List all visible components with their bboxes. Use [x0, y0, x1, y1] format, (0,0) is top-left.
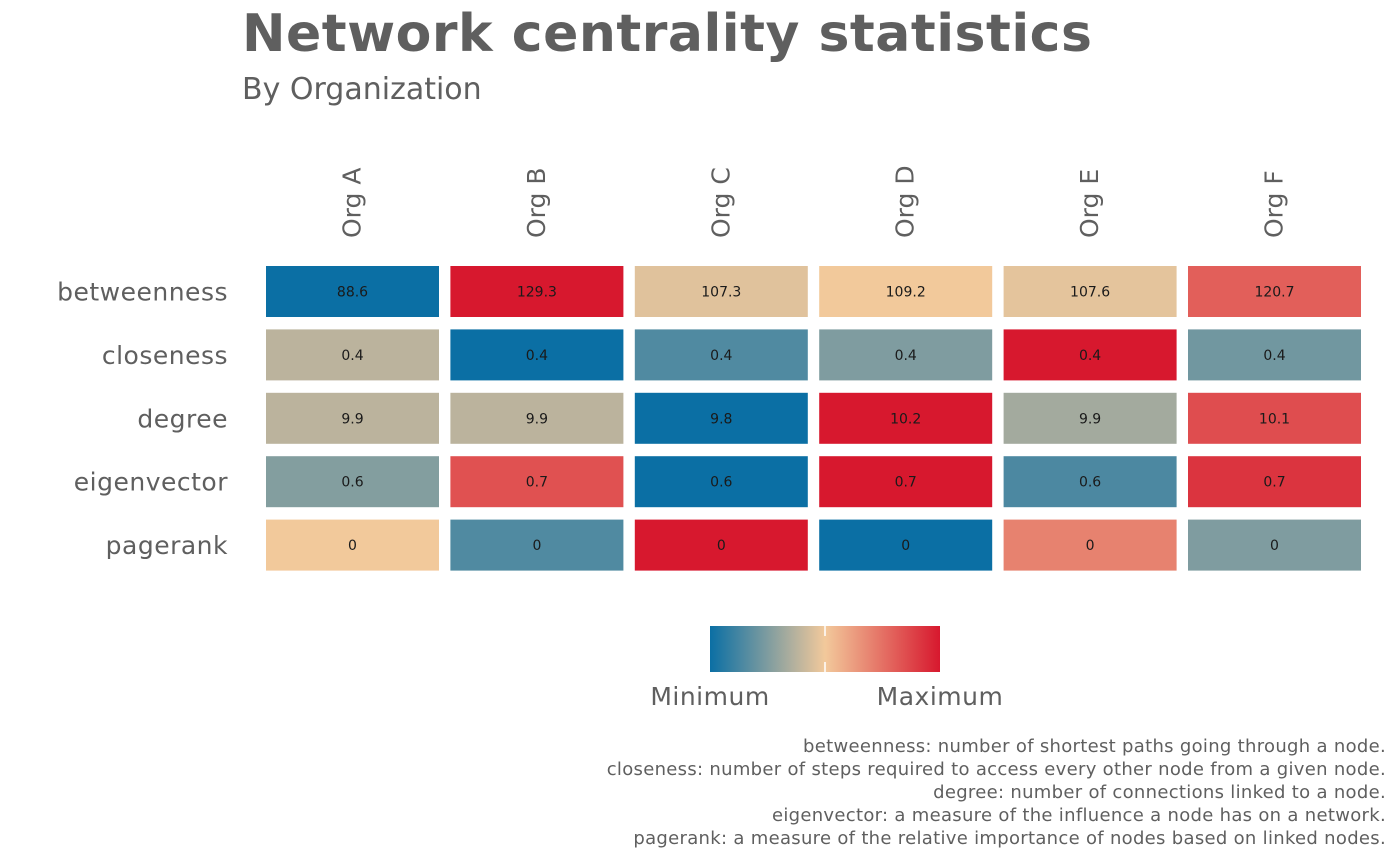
cell-degree-org-a [266, 392, 439, 444]
cell-eigenvector-org-d [819, 456, 993, 508]
cell-betweenness-org-b [450, 266, 624, 317]
cell-degree-org-c [634, 392, 808, 444]
cell-label-eigenvector-org-d: 0.7 [895, 475, 917, 491]
cell-label-closeness-org-a: 0.4 [341, 348, 363, 364]
cell-degree-org-e [1003, 392, 1177, 444]
cell-degree-org-f [1188, 392, 1361, 444]
cell-eigenvector-org-c [634, 456, 808, 508]
legend-min-label: Minimum [650, 682, 769, 711]
cell-label-pagerank-org-c: 0 [717, 538, 726, 554]
cell-label-degree-org-c: 9.8 [710, 411, 732, 427]
caption-line-betweenness: betweenness: number of shortest paths go… [803, 736, 1386, 757]
cell-pagerank-org-f [1188, 519, 1361, 571]
cell-label-betweenness-org-f: 120.7 [1254, 285, 1294, 301]
column-label-org-c: Org C [706, 167, 735, 238]
cell-closeness-org-c [634, 329, 808, 381]
cell-label-betweenness-org-d: 109.2 [886, 285, 926, 301]
row-labels: betweenness closeness degree eigenvector pag… [57, 278, 228, 561]
caption-line-eigenvector: eigenvector: a measure of the influence … [771, 805, 1386, 826]
cell-label-closeness-org-f: 0.4 [1263, 348, 1285, 364]
cell-label-eigenvector-org-b: 0.7 [526, 475, 548, 491]
chart-title: Network centrality statistics [242, 4, 1093, 64]
cell-label-pagerank-org-d: 0 [901, 538, 910, 554]
cell-label-betweenness-org-a: 88.6 [337, 285, 368, 301]
cell-closeness-org-b [450, 329, 624, 381]
legend-max-label: Maximum [877, 682, 1004, 711]
cell-pagerank-org-e [1003, 519, 1177, 571]
column-labels: Org A Org B Org C Org D Org E Org F [338, 165, 1289, 238]
cell-label-degree-org-f: 10.1 [1259, 411, 1290, 427]
cell-eigenvector-org-b [450, 456, 624, 508]
row-label-pagerank: pagerank [106, 531, 228, 560]
cell-label-betweenness-org-b: 129.3 [517, 285, 557, 301]
cell-label-pagerank-org-a: 0 [348, 538, 357, 554]
cell-betweenness-org-c [634, 266, 808, 317]
cell-label-betweenness-org-e: 107.6 [1070, 285, 1110, 301]
cell-label-degree-org-a: 9.9 [341, 411, 363, 427]
row-label-betweenness: betweenness [57, 278, 228, 307]
caption-line-degree: degree: number of connections linked to … [933, 782, 1386, 803]
column-label-org-f: Org F [1260, 170, 1289, 238]
cell-label-closeness-org-b: 0.4 [526, 348, 548, 364]
cell-pagerank-org-d [819, 519, 993, 571]
cell-degree-org-b [450, 392, 624, 444]
row-label-eigenvector: eigenvector [74, 468, 228, 497]
cell-betweenness-org-d [819, 266, 993, 317]
cell-label-eigenvector-org-e: 0.6 [1079, 475, 1101, 491]
column-label-org-b: Org B [522, 168, 551, 238]
cell-label-eigenvector-org-c: 0.6 [710, 475, 732, 491]
cell-label-pagerank-org-f: 0 [1270, 538, 1279, 554]
heatmap-cells: 88.6 129.3 107.3 109.2 107.6 120.7 0.4 0.4 0.4 0.… [266, 266, 1361, 571]
row-label-closeness: closeness [102, 341, 228, 370]
cell-label-eigenvector-org-a: 0.6 [341, 475, 363, 491]
color-legend: Minimum Maximum [650, 626, 1003, 711]
cell-label-pagerank-org-e: 0 [1086, 538, 1095, 554]
cell-pagerank-org-c [634, 519, 808, 571]
cell-eigenvector-org-e [1003, 456, 1177, 508]
cell-degree-org-d [819, 392, 993, 444]
cell-betweenness-org-f [1188, 266, 1361, 317]
row-label-degree: degree [137, 404, 228, 433]
cell-label-degree-org-e: 9.9 [1079, 411, 1101, 427]
cell-label-closeness-org-c: 0.4 [710, 348, 732, 364]
chart-subtitle: By Organization [242, 72, 482, 107]
cell-eigenvector-org-f [1188, 456, 1361, 508]
column-label-org-e: Org E [1075, 169, 1104, 238]
column-label-org-d: Org D [891, 165, 920, 238]
cell-label-pagerank-org-b: 0 [532, 538, 541, 554]
column-label-org-a: Org A [338, 168, 367, 238]
cell-label-betweenness-org-c: 107.3 [701, 285, 741, 301]
cell-closeness-org-f [1188, 329, 1361, 381]
cell-pagerank-org-b [450, 519, 624, 571]
caption-line-closeness: closeness: number of steps required to a… [606, 759, 1386, 780]
cell-betweenness-org-a [266, 266, 439, 317]
cell-betweenness-org-e [1003, 266, 1177, 317]
cell-label-closeness-org-e: 0.4 [1079, 348, 1101, 364]
cell-pagerank-org-a [266, 519, 439, 571]
cell-label-degree-org-b: 9.9 [526, 411, 548, 427]
cell-eigenvector-org-a [266, 456, 439, 508]
cell-label-closeness-org-d: 0.4 [895, 348, 917, 364]
cell-label-degree-org-d: 10.2 [890, 411, 921, 427]
cell-closeness-org-a [266, 329, 439, 381]
cell-closeness-org-e [1003, 329, 1177, 381]
caption-line-pagerank: pagerank: a measure of the relative impo… [633, 828, 1386, 849]
cell-label-eigenvector-org-f: 0.7 [1263, 475, 1285, 491]
cell-closeness-org-d [819, 329, 993, 381]
